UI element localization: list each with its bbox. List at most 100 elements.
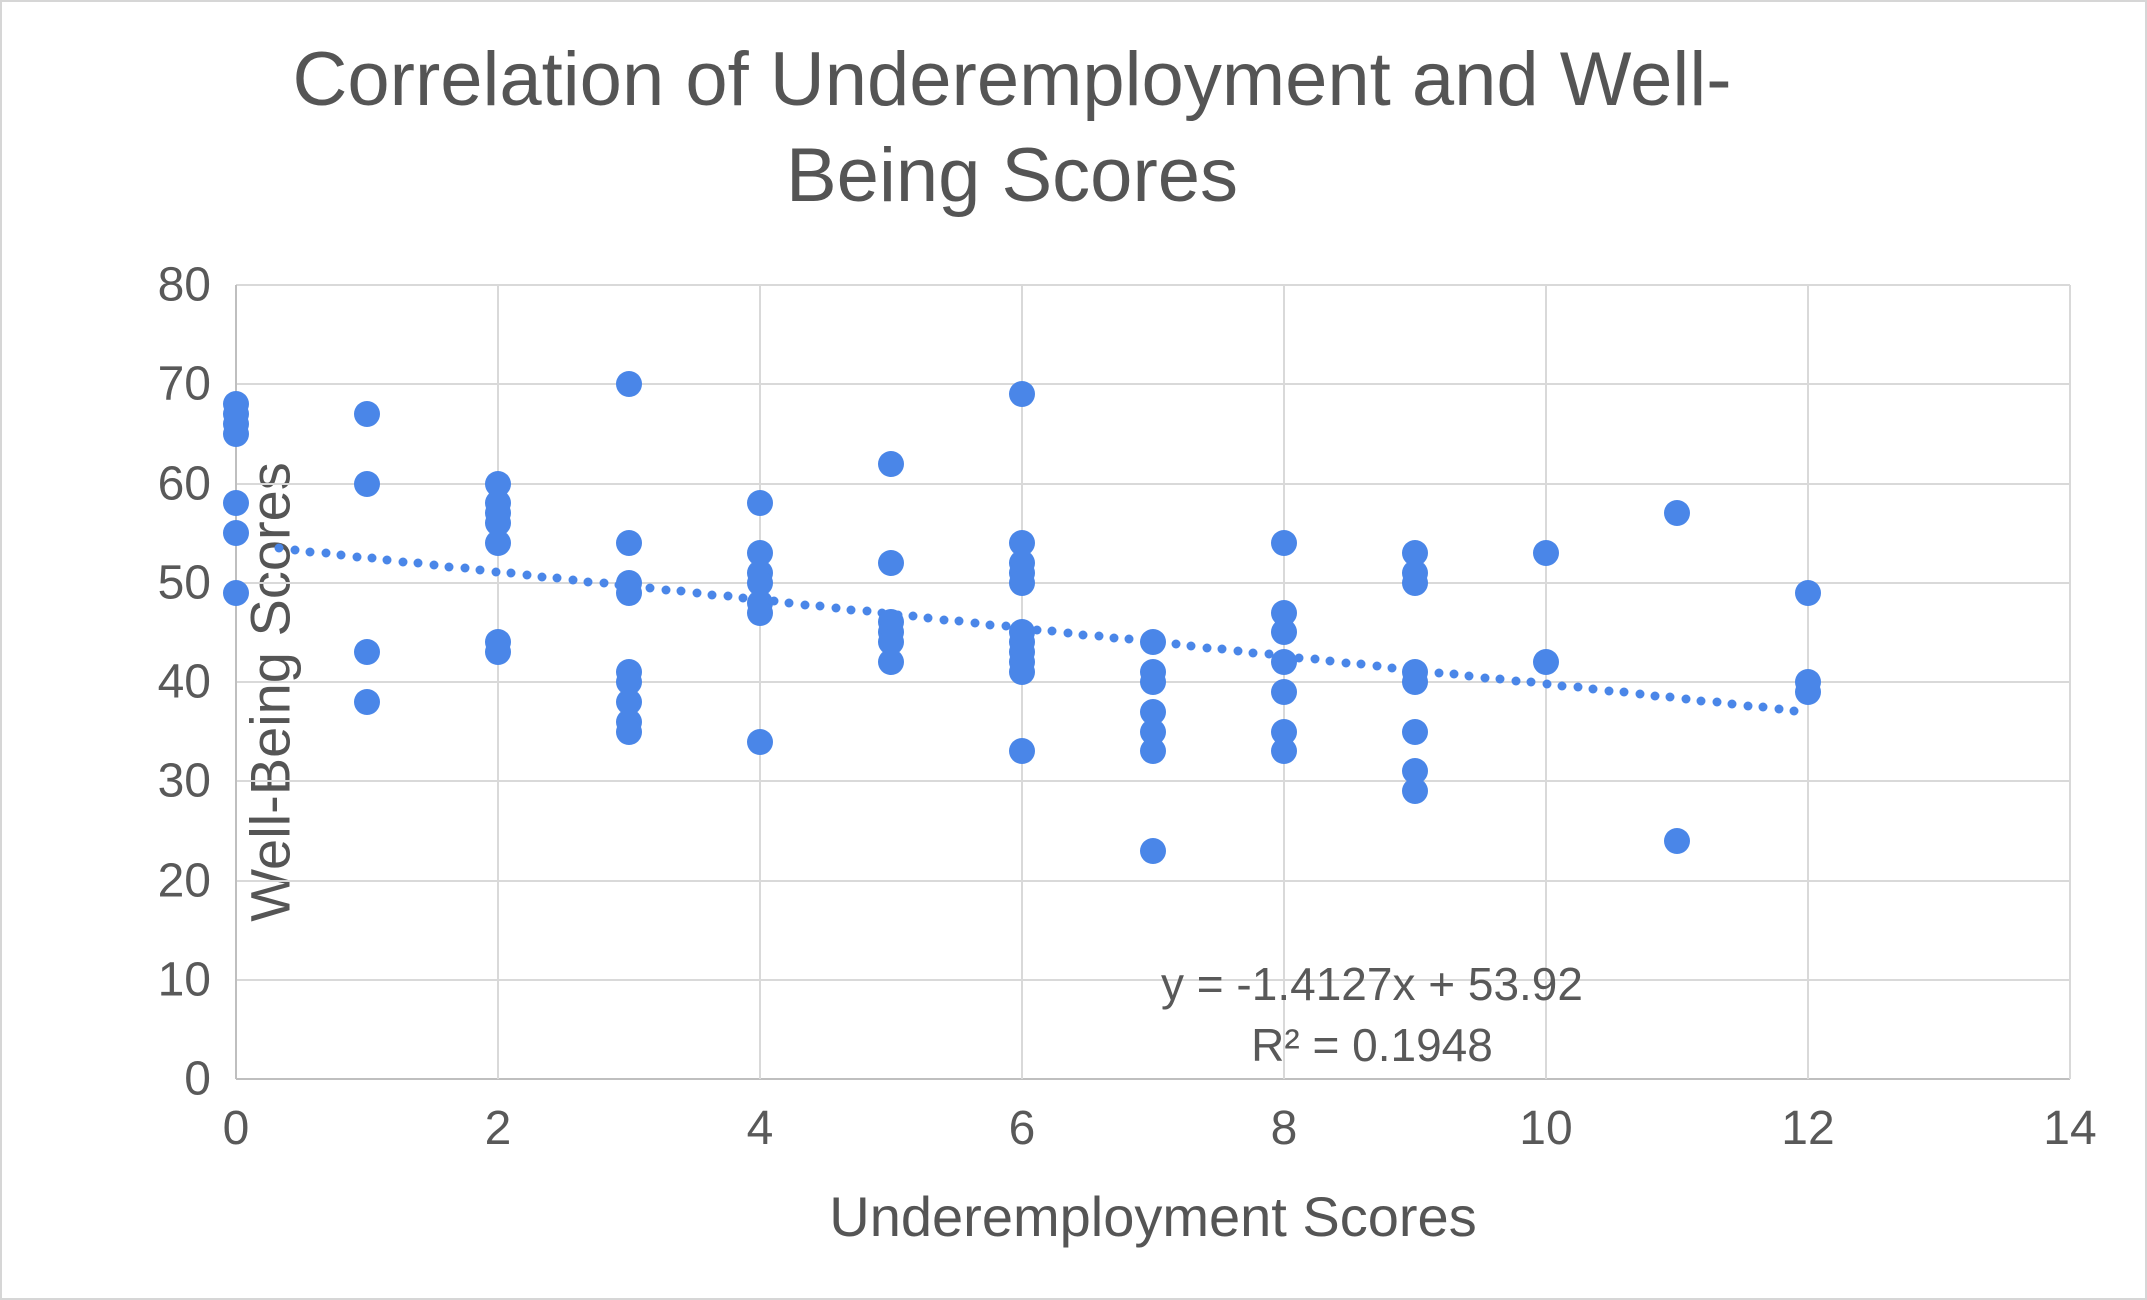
x-tick-label: 6 (1008, 1102, 1036, 1155)
trendline-dot (985, 620, 995, 630)
trendline-dot (1078, 630, 1088, 639)
trendline-dot (1202, 643, 1212, 653)
trendline-dot (1619, 687, 1629, 697)
scatter-point (616, 530, 642, 557)
scatter-point (223, 579, 249, 606)
y-tick-label: 10 (157, 953, 211, 1007)
trendline-dot (707, 590, 717, 600)
scatter-point (1140, 738, 1166, 765)
trendline-dot (692, 588, 702, 598)
trendline-dot (1526, 677, 1536, 687)
trendline-dot (1124, 634, 1134, 644)
scatter-point (1402, 718, 1428, 745)
y-axis-line (235, 285, 237, 1079)
scatter-point (1402, 778, 1428, 805)
trendline-dot (723, 591, 732, 601)
trendline-dot (583, 577, 593, 587)
trendline-dot (831, 603, 841, 613)
trendline-dot (491, 567, 501, 577)
trendline-dot (1635, 689, 1645, 699)
trendline-dot (568, 575, 578, 585)
chart-title: Correlation of Underemployment and Well-… (2, 32, 2022, 224)
trendline-dot (1727, 699, 1737, 709)
trendline-r-squared: R² = 0.1948 (1251, 1018, 1493, 1071)
scatter-point (1664, 500, 1690, 527)
trendline-dot (599, 578, 609, 588)
trendline-dot (506, 568, 516, 578)
scatter-point (878, 649, 904, 676)
trendline-dot (444, 562, 454, 572)
gridline-h (236, 581, 2070, 584)
trendline-dot (1063, 628, 1073, 638)
scatter-point (616, 718, 642, 745)
trendline-dot (1294, 653, 1304, 663)
trendline-dot (382, 555, 392, 565)
x-axis-line (236, 1078, 2070, 1080)
scatter-point (485, 639, 511, 666)
trendline-dot (1604, 686, 1614, 696)
y-tick-label: 60 (157, 457, 211, 510)
trendline-dot (1109, 633, 1119, 643)
trendline-dot (1495, 674, 1505, 684)
trendline-dot (352, 552, 362, 562)
y-tick-label: 70 (157, 357, 211, 411)
gridline-h (236, 978, 2070, 981)
scatter-point (1009, 659, 1035, 686)
y-tick-label: 20 (157, 854, 211, 907)
trendline-dot (1449, 669, 1459, 679)
trendline-dot (1047, 626, 1057, 636)
scatter-point (1140, 629, 1166, 656)
gridline-h (236, 284, 2070, 286)
scatter-point (616, 371, 642, 398)
trendline-dot (429, 560, 439, 570)
trendline-dot (1681, 694, 1691, 704)
trendline-dot (908, 611, 918, 621)
scatter-point (1009, 738, 1035, 765)
x-tick-label: 8 (1270, 1102, 1298, 1155)
scatter-point (1140, 837, 1166, 864)
scatter-point (223, 520, 249, 547)
trendline-dot (1712, 697, 1722, 707)
trendline-dot (537, 572, 547, 582)
scatter-point (878, 549, 904, 576)
gridline-v (497, 285, 499, 1079)
trendline-dot (954, 616, 964, 626)
scatter-point (1271, 619, 1297, 646)
trendline-dot (1542, 679, 1552, 689)
scatter-point (747, 599, 773, 626)
scatter-point (354, 470, 380, 497)
trendline-dot (1032, 625, 1042, 635)
chart-title-text: Correlation of Underemployment and Well-… (292, 37, 1732, 218)
scatter-point (1271, 649, 1297, 676)
trendline-dot (1356, 659, 1366, 669)
scatter-point (354, 401, 380, 428)
x-tick-label: 14 (2043, 1102, 2097, 1155)
scatter-point (747, 490, 773, 517)
scatter-point (1664, 827, 1690, 854)
gridline-h (236, 482, 2070, 485)
trendline-dot (1696, 696, 1706, 706)
trendline-dot (661, 585, 671, 595)
scatter-point (747, 728, 773, 755)
trendline-dot (1789, 706, 1799, 716)
trendline-dot (1264, 649, 1274, 659)
scatter-point (1140, 669, 1166, 695)
x-tick-label: 0 (222, 1102, 250, 1155)
trendline-dot (1325, 656, 1335, 666)
trendline-dot (970, 618, 980, 628)
trendline-dot (1310, 654, 1320, 664)
gridline-h (236, 780, 2070, 783)
trendline-dot (1573, 682, 1583, 692)
trendline-dot (1665, 692, 1675, 702)
scatter-point (354, 688, 380, 715)
scatter-point (1402, 569, 1428, 596)
trendline-dot (1557, 681, 1567, 691)
trendline-dot (1758, 702, 1768, 712)
trendline-dot (800, 600, 810, 610)
scatter-point (485, 530, 511, 557)
gridline-h (236, 383, 2070, 386)
trendline-dot (738, 593, 748, 603)
trendline-dot (1434, 668, 1444, 678)
